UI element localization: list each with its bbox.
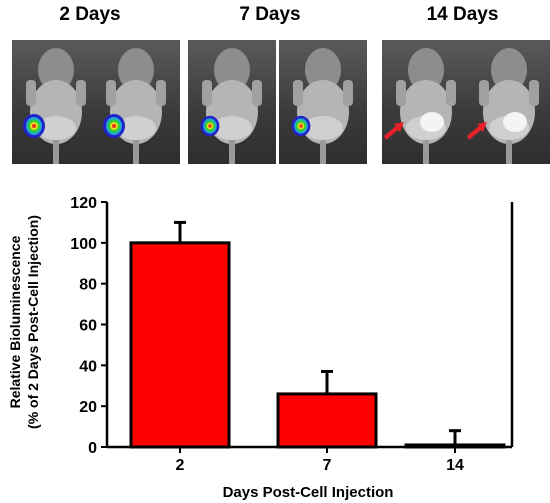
- x-tick-label-7: 7: [323, 457, 332, 474]
- x-tick-label-2: 2: [176, 457, 185, 474]
- mouse-image: [465, 40, 550, 164]
- panel-title-14-days: 14 Days: [426, 4, 499, 25]
- mouse-image: [279, 40, 367, 164]
- mouse-image: [92, 40, 180, 164]
- y-tick-label: 80: [79, 277, 97, 294]
- y-tick-label: 0: [88, 440, 97, 457]
- y-axis-label-line1: Relative Bioluminescence: [7, 235, 23, 408]
- mouse-image: [12, 40, 100, 164]
- bar-14: [404, 443, 506, 449]
- bar-2: [129, 241, 231, 449]
- x-axis-label: Days Post-Cell Injection: [223, 484, 394, 501]
- bar-7: [276, 392, 378, 449]
- y-tick-label: 100: [70, 236, 97, 253]
- y-tick-label: 60: [79, 318, 97, 335]
- panel-title-7-days: 7 Days: [239, 4, 301, 25]
- y-tick-label: 40: [79, 358, 97, 375]
- y-axis-label-line2: (% of 2 Days Post-Cell Injection): [25, 215, 41, 429]
- mouse-image: [188, 40, 276, 164]
- mouse-image: [382, 40, 470, 164]
- y-tick-label: 120: [70, 195, 97, 212]
- panel-title-2-days: 2 Days: [59, 4, 121, 25]
- y-tick-label: 20: [79, 399, 97, 416]
- x-tick-label-14: 14: [446, 457, 464, 474]
